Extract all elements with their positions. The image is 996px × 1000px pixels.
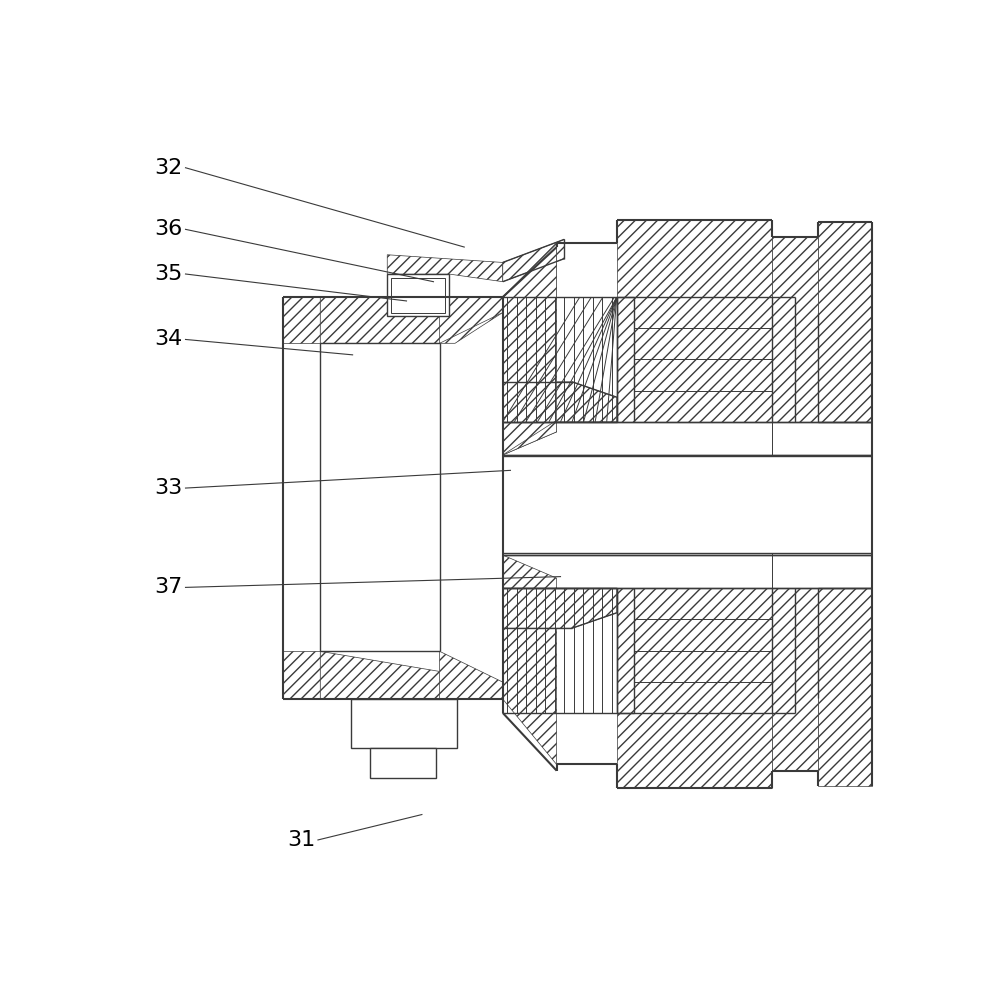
Text: 31: 31 <box>287 830 316 850</box>
Polygon shape <box>503 243 557 455</box>
Text: 35: 35 <box>154 264 183 284</box>
Bar <box>503 455 872 555</box>
Polygon shape <box>321 297 503 343</box>
Polygon shape <box>772 237 819 422</box>
Text: 36: 36 <box>154 219 183 239</box>
Text: 34: 34 <box>154 329 183 349</box>
Polygon shape <box>503 239 565 282</box>
Polygon shape <box>819 222 872 422</box>
Bar <box>391 278 445 312</box>
Text: 37: 37 <box>154 577 183 597</box>
Bar <box>387 274 449 316</box>
Polygon shape <box>819 588 872 786</box>
Polygon shape <box>503 555 557 764</box>
Polygon shape <box>617 588 772 788</box>
Polygon shape <box>503 243 557 455</box>
Polygon shape <box>772 588 819 771</box>
Text: 33: 33 <box>154 478 183 498</box>
Polygon shape <box>439 651 503 699</box>
Bar <box>351 699 456 748</box>
Polygon shape <box>439 297 503 343</box>
Polygon shape <box>503 243 557 455</box>
Polygon shape <box>321 651 503 699</box>
Polygon shape <box>387 255 503 282</box>
Bar <box>371 748 436 778</box>
Polygon shape <box>283 297 321 343</box>
Polygon shape <box>617 220 772 422</box>
Polygon shape <box>283 651 321 699</box>
Polygon shape <box>503 382 617 422</box>
Text: 32: 32 <box>154 158 183 178</box>
Polygon shape <box>503 588 617 628</box>
